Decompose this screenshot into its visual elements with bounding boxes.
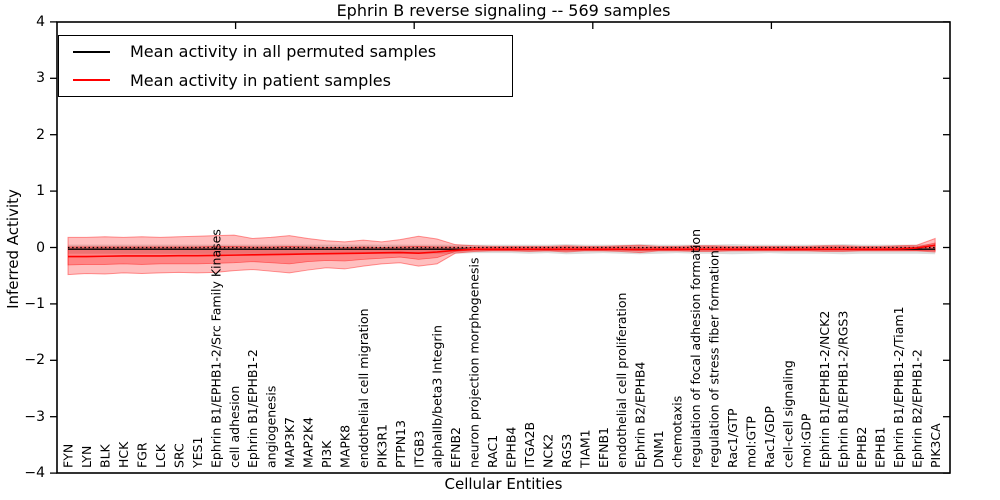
x-tick-label: Rac1/GTP	[725, 408, 740, 468]
x-tick-label: EFNB1	[596, 427, 611, 468]
x-tick-label: FGR	[135, 442, 150, 468]
x-tick-label: BLK	[98, 443, 113, 468]
x-tick-label: MAPK8	[337, 425, 352, 468]
x-tick-label: RGS3	[559, 434, 574, 468]
x-tick-label: HCK	[116, 441, 131, 468]
x-tick-label: TIAM1	[577, 429, 592, 469]
x-tick-label: regulation of stress fiber formation	[706, 250, 721, 468]
x-tick-label: ITGB3	[411, 430, 426, 468]
x-tick-label: Ephrin B1/EPHB1-2/Tiam1	[891, 306, 906, 468]
x-tick-label: MAP2K4	[301, 417, 316, 468]
x-tick-label: LCK	[153, 443, 168, 468]
permuted-line-swatch	[73, 50, 110, 53]
x-tick-label: cell adhesion	[227, 386, 242, 468]
x-tick-label: cell-cell signaling	[780, 360, 795, 468]
x-tick-label: endothelial cell migration	[356, 308, 371, 468]
x-tick-label: DNM1	[651, 430, 666, 468]
y-tick-label: −1	[24, 295, 45, 312]
x-tick-label: Ephrin B1/EPHB1-2/RGS3	[836, 311, 851, 468]
y-tick-label: −3	[24, 408, 45, 425]
legend-entry-permuted: Mean activity in all permuted samples	[59, 39, 512, 65]
y-tick-label: 2	[36, 126, 45, 143]
x-tick-label: mol:GDP	[799, 413, 814, 468]
x-tick-label: MAP3K7	[282, 417, 297, 468]
x-tick-label: endothelial cell proliferation	[614, 293, 629, 468]
x-tick-label: PI3K	[319, 440, 334, 468]
legend-label-patient: Mean activity in patient samples	[130, 70, 391, 90]
x-tick-label: neuron projection morphogenesis	[467, 257, 482, 468]
patient-mean-line	[68, 244, 936, 258]
legend-entry-patient: Mean activity in patient samples	[59, 67, 512, 93]
x-tick-label: PIK3CA	[928, 423, 943, 468]
y-tick-label: 0	[36, 239, 45, 256]
chart-title: Ephrin B reverse signaling -- 569 sample…	[336, 1, 671, 20]
x-tick-label: YES1	[190, 437, 205, 469]
x-tick-label: chemotaxis	[670, 396, 685, 468]
x-tick-label: NCK2	[540, 434, 555, 468]
x-tick-label: Rac1/GDP	[762, 406, 777, 468]
x-tick-label: LYN	[79, 446, 94, 468]
x-tick-label: mol:GTP	[743, 416, 758, 468]
x-tick-label: PTPN13	[393, 420, 408, 468]
y-tick-label: −4	[24, 465, 45, 482]
y-tick-label: −2	[24, 352, 45, 369]
x-tick-label: EPHB2	[854, 427, 869, 468]
x-tick-label: Ephrin B1/EPHB1-2	[245, 349, 260, 468]
x-tick-label: Ephrin B2/EPHB4	[633, 362, 648, 468]
x-axis-label: Cellular Entities	[444, 475, 563, 493]
x-tick-label: Ephrin B1/EPHB1-2/Src Family Kinases	[208, 229, 223, 468]
x-tick-label: EPHB4	[504, 427, 519, 468]
x-tick-label: SRC	[171, 443, 186, 468]
x-tick-label: EPHB1	[873, 427, 888, 468]
y-tick-label: 3	[36, 70, 45, 87]
x-tick-label: PIK3R1	[374, 424, 389, 468]
x-tick-label: Ephrin B1/EPHB1-2/NCK2	[817, 311, 832, 468]
x-tick-label: regulation of focal adhesion formation	[688, 229, 703, 468]
x-tick-label: angiogenesis	[264, 386, 279, 468]
patient-outer-band	[67, 234, 936, 276]
x-tick-label: RAC1	[485, 435, 500, 468]
x-tick-label: EFNB2	[448, 427, 463, 468]
x-tick-label: Ephrin B2/EPHB1-2	[909, 349, 924, 468]
y-tick-label: 1	[36, 183, 45, 200]
x-tick-label: alphaIIb/beta3 Integrin	[430, 325, 445, 468]
legend: Mean activity in all permuted samples Me…	[58, 35, 513, 97]
y-tick-label: 4	[36, 13, 45, 30]
x-tick-label: FYN	[61, 444, 76, 468]
x-tick-label: ITGA2B	[522, 422, 537, 468]
patient-line-swatch	[73, 79, 110, 82]
legend-label-permuted: Mean activity in all permuted samples	[130, 42, 437, 62]
